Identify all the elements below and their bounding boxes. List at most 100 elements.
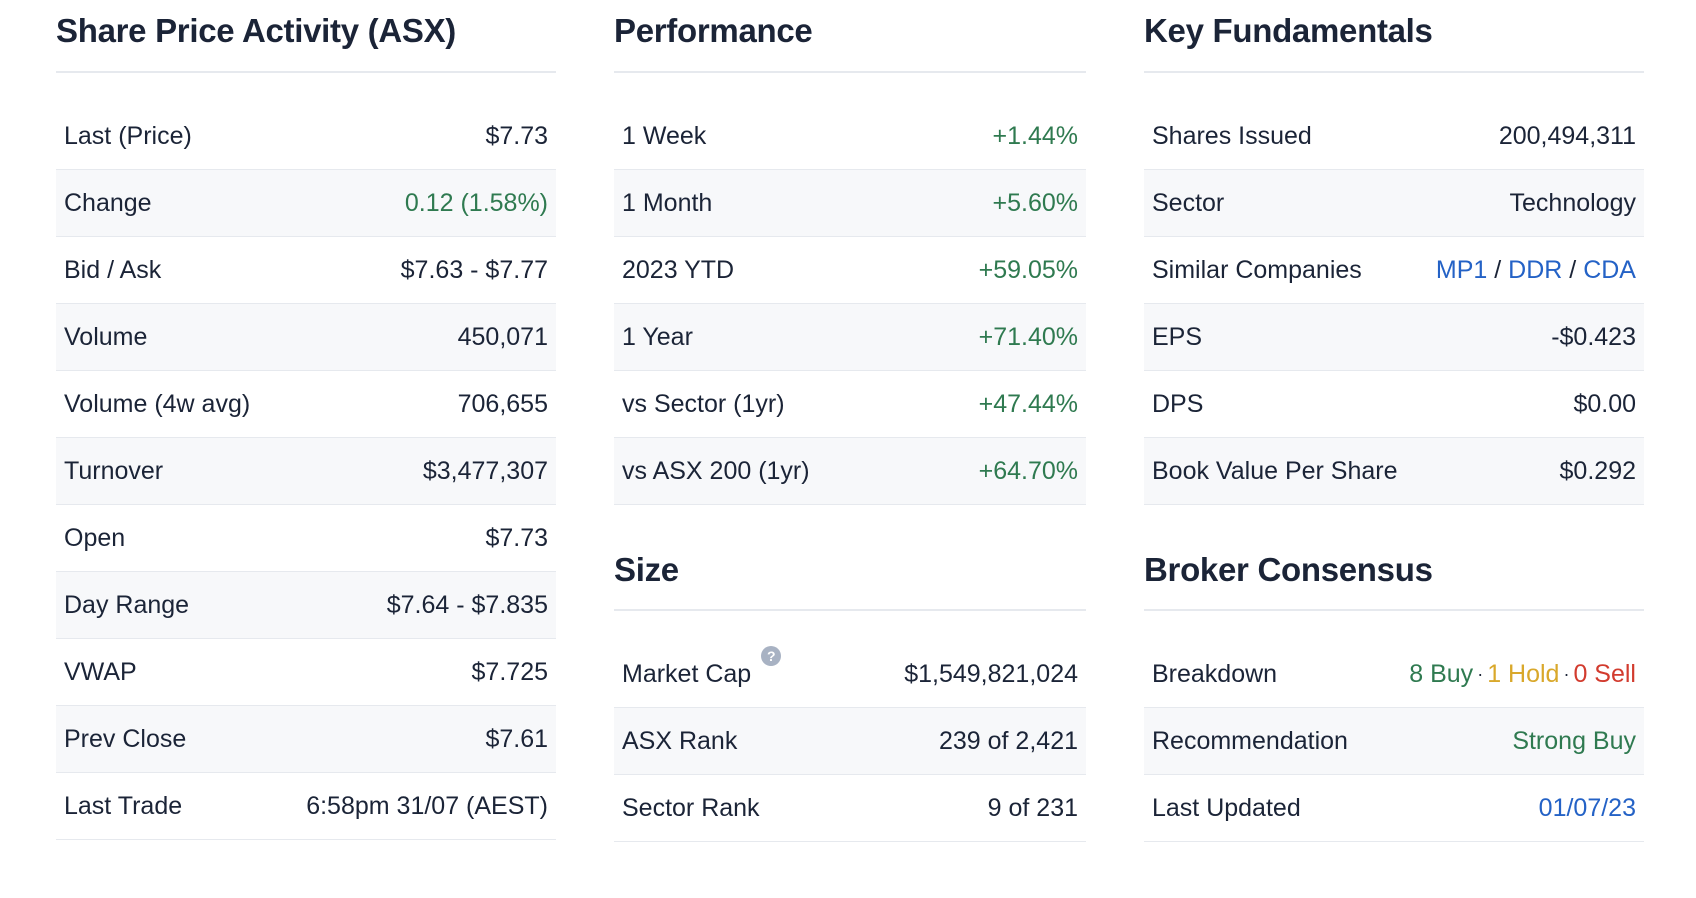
row-label: Breakdown [1152,659,1278,688]
row-label-wrap: Market Cap ? [622,645,782,689]
link-separator: / [1569,255,1577,284]
buy-count: 8 Buy [1409,659,1474,688]
share-price-table: Last (Price) $7.73 Change 0.12 (1.58%) B… [56,103,556,840]
row-value: $7.63 - $7.77 [400,255,548,284]
row-label: VWAP [64,657,137,686]
row-vs-sector: vs Sector (1yr) +47.44% [614,371,1086,438]
link-separator: / [1494,255,1502,284]
separator-dot: · [1563,663,1570,684]
row-label: 1 Year [622,322,693,351]
key-fundamentals-title: Key Fundamentals [1144,0,1644,73]
row-2023-ytd: 2023 YTD +59.05% [614,237,1086,304]
row-label: Change [64,188,152,217]
row-vs-asx200: vs ASX 200 (1yr) +64.70% [614,438,1086,505]
row-last-price: Last (Price) $7.73 [56,103,556,170]
recommendation-value: Strong Buy [1512,726,1636,755]
share-price-activity-title: Share Price Activity (ASX) [56,0,556,73]
row-value: +1.44% [992,121,1079,150]
row-label: DPS [1152,389,1204,418]
row-value: $7.73 [485,121,548,150]
sell-count: 0 Sell [1573,659,1636,688]
row-label: Bid / Ask [64,255,162,284]
row-1-year: 1 Year +71.40% [614,304,1086,371]
performance-section: Performance 1 Week +1.44% 1 Month +5.60%… [614,0,1086,505]
row-label: Sector [1152,188,1225,217]
row-value: +71.40% [978,322,1078,351]
row-value: +5.60% [992,188,1079,217]
row-label: Last Updated [1152,793,1301,822]
row-value: $7.61 [485,724,548,753]
row-label: EPS [1152,322,1203,351]
share-price-activity-section: Share Price Activity (ASX) Last (Price) … [56,0,556,840]
breakdown-value: 8 Buy · 1 Hold · 0 Sell [1409,660,1636,689]
row-market-cap: Market Cap ? $1,549,821,024 [614,641,1086,708]
row-label: Similar Companies [1152,255,1362,284]
row-turnover: Turnover $3,477,307 [56,438,556,505]
row-label: 1 Month [622,188,713,217]
row-book-value: Book Value Per Share $0.292 [1144,438,1644,505]
row-bid-ask: Bid / Ask $7.63 - $7.77 [56,237,556,304]
row-1-week: 1 Week +1.44% [614,103,1086,170]
similar-companies-links: MP1 / DDR / CDA [1436,256,1636,285]
row-label: Open [64,523,126,552]
performance-size-column: Performance 1 Week +1.44% 1 Month +5.60%… [614,0,1086,842]
row-value: 200,494,311 [1498,121,1636,150]
row-breakdown: Breakdown 8 Buy · 1 Hold · 0 Sell [1144,641,1644,708]
row-value: +64.70% [978,456,1078,485]
row-shares-issued: Shares Issued 200,494,311 [1144,103,1644,170]
separator-dot: · [1477,663,1484,684]
size-title: Size [614,543,1086,611]
row-volume: Volume 450,071 [56,304,556,371]
row-open: Open $7.73 [56,505,556,572]
row-value: $7.725 [471,657,548,686]
row-value: 6:58pm 31/07 (AEST) [306,791,548,820]
row-dps: DPS $0.00 [1144,371,1644,438]
row-value: 450,071 [457,322,548,351]
company-link-ddr[interactable]: DDR [1508,255,1563,284]
row-eps: EPS -$0.423 [1144,304,1644,371]
help-icon[interactable]: ? [761,645,782,666]
row-asx-rank: ASX Rank 239 of 2,421 [614,708,1086,775]
row-value: -$0.423 [1551,322,1636,351]
row-label: Last (Price) [64,121,192,150]
row-similar-companies: Similar Companies MP1 / DDR / CDA [1144,237,1644,304]
row-value: 239 of 2,421 [938,726,1078,755]
broker-consensus-section: Broker Consensus Breakdown 8 Buy · 1 Hold ·… [1144,543,1644,842]
row-1-month: 1 Month +5.60% [614,170,1086,237]
row-change: Change 0.12 (1.58%) [56,170,556,237]
row-label: ASX Rank [622,726,738,755]
broker-table: Breakdown 8 Buy · 1 Hold · 0 Sell Recommenda… [1144,641,1644,842]
row-value: 9 of 231 [987,793,1078,822]
row-vwap: VWAP $7.725 [56,639,556,706]
row-value: $7.73 [485,523,548,552]
row-label: 2023 YTD [622,255,735,284]
row-label: Day Range [64,590,190,619]
row-last-trade: Last Trade 6:58pm 31/07 (AEST) [56,773,556,840]
last-updated-link[interactable]: 01/07/23 [1538,793,1636,822]
row-label: Book Value Per Share [1152,456,1398,485]
fundamentals-broker-column: Key Fundamentals Shares Issued 200,494,3… [1144,0,1644,842]
row-value: $7.64 - $7.835 [386,590,548,619]
row-prev-close: Prev Close $7.61 [56,706,556,773]
row-day-range: Day Range $7.64 - $7.835 [56,572,556,639]
row-value: $0.292 [1559,456,1636,485]
row-label: Volume [64,322,148,351]
size-table: Market Cap ? $1,549,821,024 ASX Rank 239… [614,641,1086,842]
row-value: $1,549,821,024 [904,659,1078,688]
size-section: Size Market Cap ? $1,549,821,024 ASX Ran… [614,543,1086,842]
row-label: vs Sector (1yr) [622,389,785,418]
row-value: Technology [1509,188,1636,217]
row-label: Recommendation [1152,726,1348,755]
performance-table: 1 Week +1.44% 1 Month +5.60% 2023 YTD +5… [614,103,1086,505]
row-sector: Sector Technology [1144,170,1644,237]
row-label: Prev Close [64,724,187,753]
company-link-mp1[interactable]: MP1 [1435,255,1488,284]
row-label: Turnover [64,456,164,485]
key-fundamentals-section: Key Fundamentals Shares Issued 200,494,3… [1144,0,1644,505]
fundamentals-table: Shares Issued 200,494,311 Sector Technol… [1144,103,1644,505]
row-value: 706,655 [457,389,548,418]
broker-consensus-title: Broker Consensus [1144,543,1644,611]
row-label: Shares Issued [1152,121,1312,150]
company-link-cda[interactable]: CDA [1583,255,1636,284]
